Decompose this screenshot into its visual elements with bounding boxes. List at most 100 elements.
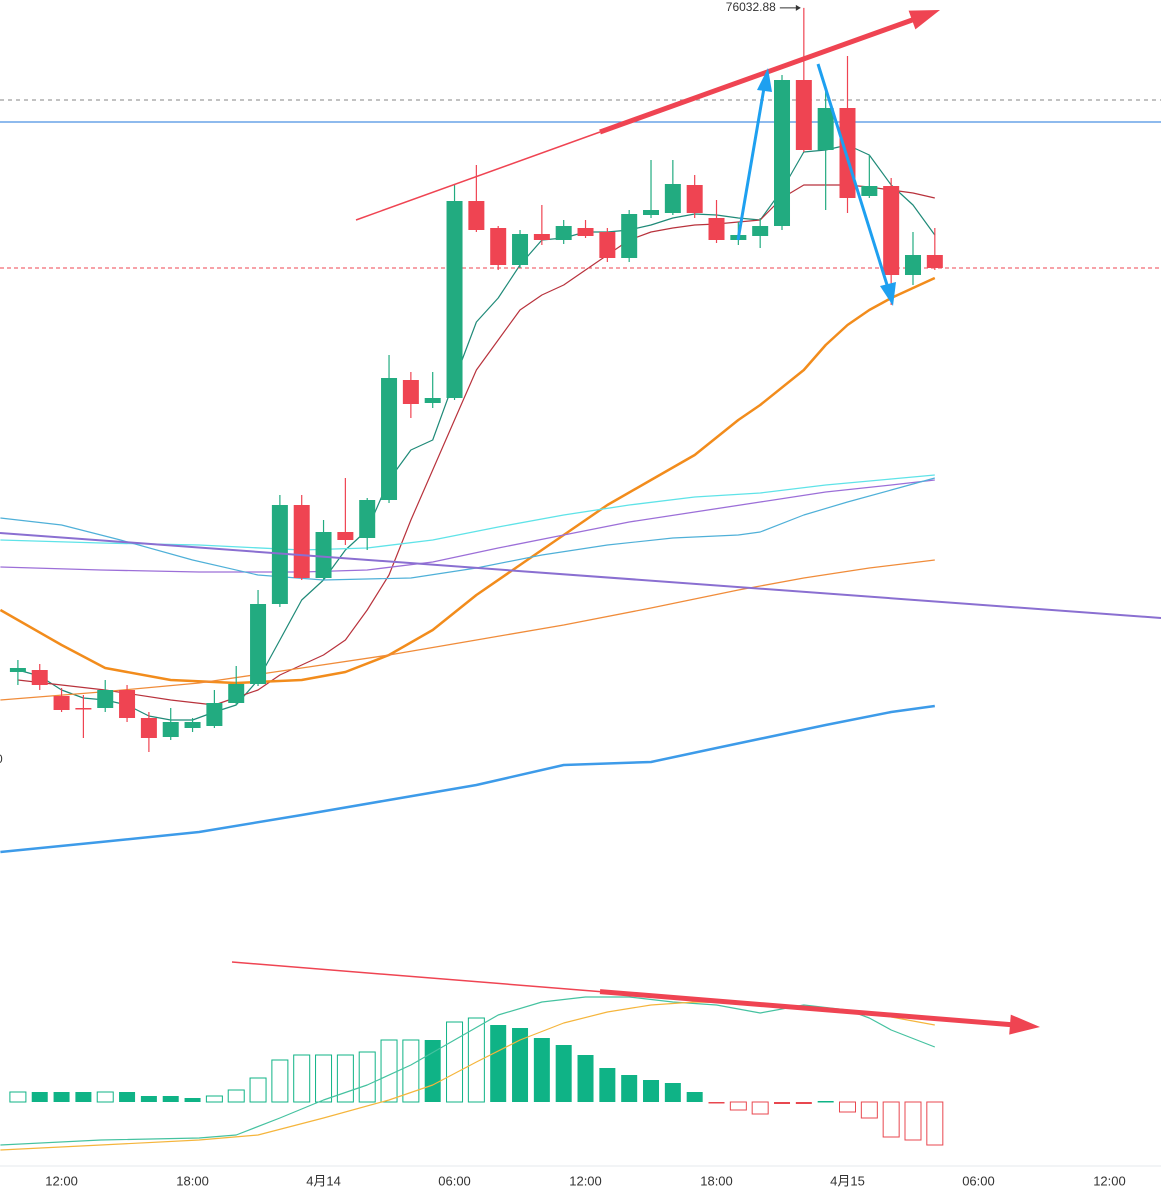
candle-body [315,532,332,578]
trend-line [231,961,601,993]
histogram-bar [708,1102,725,1104]
swing-arrow [736,87,766,241]
candle-body [621,214,638,258]
candle-body [337,532,354,540]
x-tick-label: 06:00 [962,1173,995,1188]
x-tick-label: 18:00 [176,1173,209,1188]
histogram-bar [490,1025,507,1102]
high-pointer-head [795,4,801,11]
histogram-bar [664,1083,681,1102]
histogram-bar [751,1101,769,1115]
candle-body [664,184,681,213]
candle-body [643,210,660,215]
candle-body [861,186,878,196]
histogram-bar [882,1101,900,1138]
histogram-bar [336,1054,354,1103]
x-tick-label: 4月15 [830,1173,865,1188]
arrow-head [880,282,896,306]
histogram-bar [555,1045,572,1102]
candle-body [184,722,201,728]
candle-body [206,703,223,726]
histogram-bar [271,1059,289,1103]
candle-body [9,668,26,672]
histogram-bar [249,1077,267,1103]
histogram-bar [380,1039,398,1103]
histogram-bar [96,1091,114,1103]
histogram-bar [467,1017,485,1103]
histogram-bar [402,1039,420,1103]
histogram-bar [926,1101,944,1146]
candle-body [271,505,288,604]
drawings [0,10,1161,1035]
indicator-line [0,477,935,581]
histogram-bar [9,1091,27,1103]
histogram-bar [599,1068,616,1102]
candle-body [533,234,550,240]
indicator-line [17,184,935,706]
candle-body [162,722,179,737]
histogram-bar [358,1051,376,1103]
candle-body [140,718,157,738]
indicator-line [0,479,935,573]
trend-line [355,131,601,221]
candle-body [490,228,507,265]
candle-body [359,500,376,538]
trend-line [0,532,1161,619]
candle-body [424,398,441,403]
candle-body [577,228,594,236]
candle-body [599,232,616,258]
histogram-bar [774,1102,791,1104]
histogram-bar [838,1101,856,1113]
candle-body [752,226,769,236]
candle-body [250,604,267,684]
histogram-bar [686,1092,703,1102]
histogram-bar [205,1095,223,1103]
histogram-bar [643,1080,660,1102]
candle-body [293,505,310,578]
histogram-bar [795,1102,812,1104]
candle-body [468,201,485,230]
trend-arrow [599,16,916,135]
candle-body [512,234,529,265]
histogram-bar [140,1096,157,1102]
histogram-bar [119,1092,136,1102]
arrow-head [1009,1014,1040,1035]
candle-body [555,226,572,240]
histogram-bar [860,1101,878,1119]
candle-body [817,108,834,150]
indicator-line [0,559,935,701]
swing-arrow [816,63,890,289]
candle-body [31,670,48,685]
candle-body [402,380,419,404]
x-tick-label: 18:00 [700,1173,733,1188]
histogram-bar [729,1101,747,1111]
candle-body [228,684,245,703]
candle-body [839,108,856,198]
candle-body [686,185,703,213]
histogram-bar [31,1092,48,1102]
candle-body [97,690,114,708]
histogram-bar [227,1089,245,1103]
candle-body [75,708,92,710]
histogram-bar [446,1021,464,1103]
candle-body [446,201,463,398]
histogram-bar [904,1101,922,1141]
histogram-bar [162,1096,179,1102]
candle-body [774,80,791,226]
histogram-bar [533,1038,550,1102]
candle-body [381,378,398,500]
x-tick-label: 12:00 [45,1173,78,1188]
x-tick-label: 12:00 [1093,1173,1126,1188]
arrow-head [757,68,772,92]
arrow-head [908,10,940,30]
histogram-bar [53,1092,70,1102]
candle-body [926,255,943,268]
histogram-bar [817,1101,834,1103]
histogram-bar [512,1028,529,1102]
indicator-line [0,704,935,854]
trend-arrow [599,989,1013,1028]
